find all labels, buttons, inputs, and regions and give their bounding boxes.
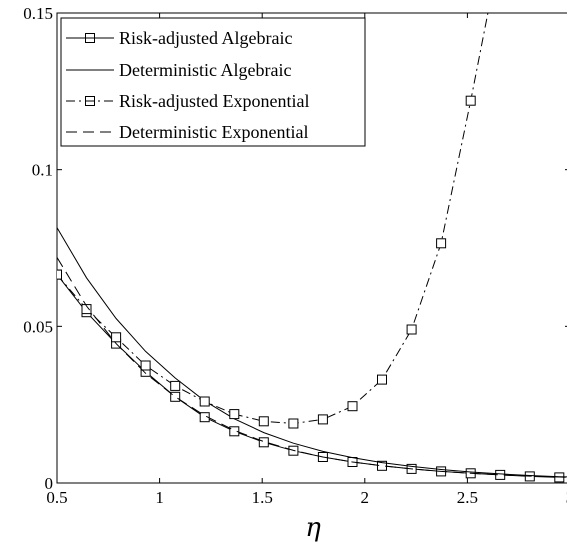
legend-entry-risk-exponential: Risk-adjusted Exponential (66, 91, 309, 111)
y-tick-label: 0.05 (23, 317, 53, 336)
data-point-marker (81, 304, 92, 315)
series-line (57, 257, 567, 478)
y-tick-label: 0.1 (32, 161, 53, 180)
data-point-marker (57, 269, 62, 280)
legend-entry-risk-algebraic: Risk-adjusted Algebraic (66, 28, 292, 48)
data-point-marker (229, 426, 240, 437)
legend-label: Deterministic Algebraic (119, 60, 291, 80)
series-1 (57, 227, 567, 478)
axis-ticks: 0.5 1 1.5 2 2.5 3 0 0.05 0.1 0.15 (23, 4, 567, 507)
series-line (57, 227, 567, 478)
data-point-marker (140, 360, 151, 371)
data-point-marker (199, 412, 210, 423)
legend-box (60, 17, 366, 147)
data-point-marker (465, 95, 476, 106)
data-point-marker (258, 416, 269, 427)
x-axis-label: η (305, 513, 321, 543)
square-marker-icon (85, 33, 95, 43)
data-point-marker (288, 418, 299, 429)
data-point-marker (436, 238, 447, 249)
x-tick-label: 2 (361, 488, 370, 507)
series-layer (57, 13, 567, 483)
data-point-marker (111, 332, 122, 343)
data-point-marker (377, 374, 387, 385)
data-point-marker (229, 409, 240, 420)
series-3 (57, 257, 567, 478)
legend-label: Deterministic Exponential (119, 122, 308, 142)
data-point-marker (258, 437, 269, 448)
data-point-marker (317, 414, 328, 425)
data-point-marker (170, 391, 181, 402)
data-point-marker (199, 396, 210, 407)
series-2 (57, 13, 489, 429)
x-tick-label: 0.5 (46, 488, 67, 507)
data-point-marker (406, 324, 417, 335)
legend-entry-det-algebraic: Deterministic Algebraic (66, 60, 291, 80)
x-tick-label: 2.5 (457, 488, 478, 507)
legend-label: Risk-adjusted Algebraic (119, 28, 292, 48)
x-tick-label: 1.5 (252, 488, 273, 507)
square-marker-icon (85, 96, 95, 106)
x-tick-label: 3 (566, 488, 567, 507)
x-tick-label: 1 (155, 488, 164, 507)
data-point-marker (170, 380, 181, 391)
series-line (57, 13, 489, 425)
data-point-marker (347, 401, 358, 412)
legend-entry-det-exponential: Deterministic Exponential (66, 122, 308, 142)
legend-label: Risk-adjusted Exponential (119, 91, 309, 111)
y-tick-label: 0 (45, 474, 54, 493)
legend: Risk-adjusted Algebraic Deterministic Al… (60, 17, 366, 147)
y-tick-label: 0.15 (23, 4, 53, 23)
